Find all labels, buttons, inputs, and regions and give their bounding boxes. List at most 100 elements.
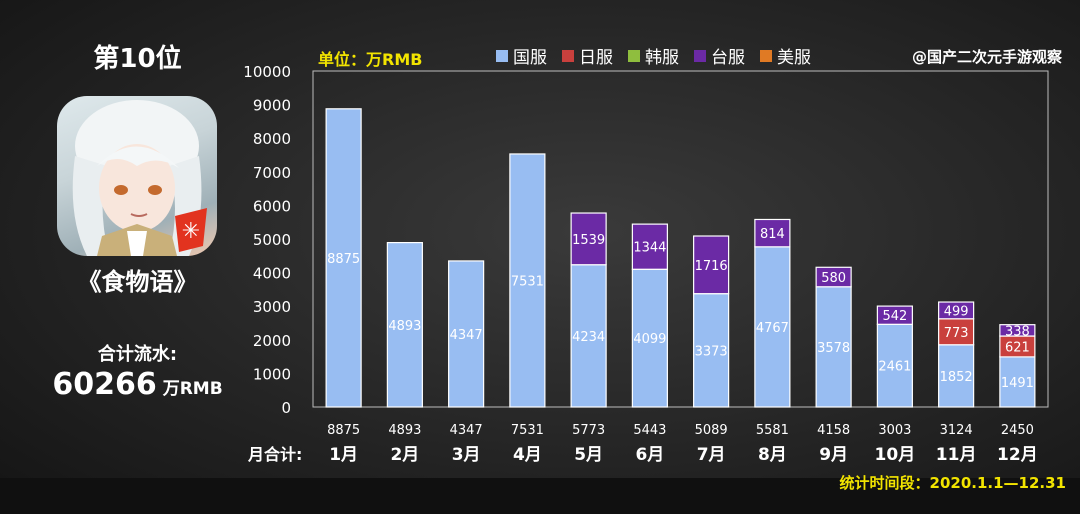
statistics-period: 统计时间段：2020.1.1—12.31 (839, 474, 1066, 492)
bar-value-label: 1852 (940, 370, 973, 385)
legend-swatch-icon (760, 49, 772, 62)
bar-segment (693, 293, 730, 408)
y-tick-label: 8000 (253, 130, 291, 148)
bar-value-label: 4347 (450, 328, 483, 343)
bar-value-label: 499 (944, 304, 969, 319)
bar-value-label: 814 (760, 227, 785, 242)
x-tick-label: 2月 (390, 445, 419, 465)
x-tick-label: 3月 (452, 445, 481, 465)
total-revenue-label: 合计流水: (97, 344, 178, 365)
bar-value-label: 4234 (572, 330, 605, 345)
month-total-label: 4347 (450, 423, 483, 438)
bar-segment (815, 266, 852, 288)
bar-value-label: 580 (821, 271, 846, 286)
month-total-label: 8875 (327, 423, 360, 438)
x-tick-label: 12月 (997, 445, 1038, 465)
y-tick-label: 9000 (253, 97, 291, 115)
bar-value-label: 2461 (878, 360, 911, 375)
plot-frame (312, 70, 1049, 408)
legend-item: 台服 (694, 43, 745, 68)
x-tick-label: 5月 (574, 445, 603, 465)
month-total-label: 2450 (1001, 423, 1034, 438)
bottom-bar (0, 478, 1080, 514)
month-total-row-label: 月合计: (247, 445, 302, 464)
x-tick-label: 9月 (819, 445, 848, 465)
y-tick-label: 0 (281, 399, 291, 417)
y-tick-label: 4000 (253, 265, 291, 283)
x-tick-label: 4月 (513, 445, 542, 465)
x-tick-label: 10月 (875, 445, 916, 465)
month-total-label: 3124 (940, 423, 973, 438)
bar-segment (325, 108, 362, 408)
bar-value-label: 8875 (327, 252, 360, 267)
legend-item: 日服 (562, 43, 613, 68)
bar-value-label: 4767 (756, 321, 789, 336)
bar-segment (509, 153, 546, 408)
y-tick-label: 2000 (253, 332, 291, 350)
month-total-label: 5089 (695, 423, 728, 438)
bar-value-label: 3373 (695, 344, 728, 359)
y-tick-label: 5000 (253, 231, 291, 249)
x-tick-label: 1月 (329, 445, 358, 465)
legend-item: 韩服 (628, 43, 679, 68)
y-tick-label: 10000 (243, 63, 291, 81)
x-tick-label: 6月 (635, 445, 664, 465)
unit-label: 单位：万RMB (318, 50, 423, 69)
bar-value-label: 1344 (633, 241, 666, 256)
y-tick-label: 3000 (253, 298, 291, 316)
month-total-label: 4158 (817, 423, 850, 438)
bar-segment (386, 241, 423, 408)
bar-segment (999, 324, 1036, 337)
game-name: 《食物语》 (77, 268, 198, 296)
watermark-text: @国产二次元手游观察 (911, 48, 1062, 66)
legend-swatch-icon (562, 49, 574, 62)
total-revenue-unit: 万RMB (162, 379, 223, 399)
bar-value-label: 3578 (817, 341, 850, 356)
bar-value-label: 7531 (511, 274, 544, 289)
bar-value-label: 621 (1005, 340, 1030, 355)
game-app-icon: ✳ (57, 96, 217, 256)
total-revenue: 60266 万RMB (0, 367, 275, 402)
month-total-label: 7531 (511, 423, 544, 438)
month-total-label: 5443 (633, 423, 666, 438)
y-tick-label: 6000 (253, 197, 291, 215)
bar-segment (999, 356, 1036, 408)
legend-swatch-icon (694, 49, 706, 62)
bar-value-label: 1539 (572, 233, 605, 248)
total-revenue-value: 60266 (52, 367, 157, 402)
bar-value-label: 4893 (388, 319, 421, 334)
month-total-label: 4893 (388, 423, 421, 438)
chart-legend: 国服 日服 韩服 台服 美服 (496, 43, 811, 68)
bar-value-label: 1716 (695, 259, 728, 274)
legend-swatch-icon (628, 49, 640, 62)
bar-segment (693, 235, 730, 295)
bar-value-label: 542 (882, 309, 907, 324)
bar-segment (876, 305, 913, 325)
legend-label: 日服 (579, 48, 613, 68)
bar-segment (938, 344, 975, 408)
bar-segment (938, 301, 975, 320)
bar-segment (754, 218, 791, 248)
bar-segment (570, 212, 607, 266)
bar-segment (570, 264, 607, 408)
month-total-label: 5773 (572, 423, 605, 438)
rank-title: 第10位 (93, 44, 182, 74)
svg-text:✳: ✳ (182, 219, 200, 244)
bar-value-label: 1491 (1001, 376, 1034, 391)
legend-label: 美服 (777, 48, 811, 68)
x-tick-label: 8月 (758, 445, 787, 465)
bar-value-label: 773 (944, 326, 969, 341)
bar-segment (754, 246, 791, 408)
y-tick-label: 7000 (253, 164, 291, 182)
bar-value-label: 338 (1005, 324, 1030, 339)
bar-segment (448, 260, 485, 408)
month-total-label: 3003 (878, 423, 911, 438)
x-tick-label: 11月 (936, 445, 977, 465)
y-tick-label: 1000 (253, 365, 291, 383)
legend-item: 美服 (760, 43, 811, 68)
bar-segment (631, 223, 668, 270)
legend-label: 国服 (513, 48, 547, 68)
legend-label: 韩服 (645, 48, 679, 68)
bar-value-label: 4099 (633, 332, 666, 347)
